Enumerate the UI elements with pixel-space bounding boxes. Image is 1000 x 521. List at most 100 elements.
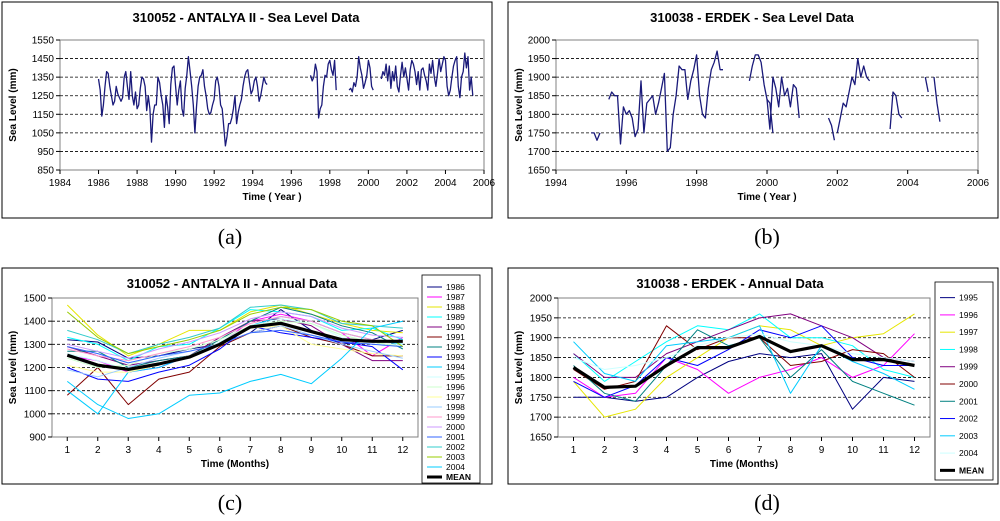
y-tick-label: 1800 <box>528 110 551 121</box>
y-tick-label: 1650 <box>530 433 553 444</box>
series-line <box>309 59 337 119</box>
x-tick-label: 11 <box>367 445 378 456</box>
series-line-2003 <box>573 325 915 394</box>
chart-title: 310052 - ANTALYA II - Sea Level Data <box>133 10 361 25</box>
x-tick-label: 1998 <box>319 178 342 189</box>
y-tick-label: 1950 <box>530 313 553 324</box>
legend-label: 1993 <box>446 352 465 362</box>
x-tick-label: 3 <box>125 445 131 456</box>
x-tick-label: 2004 <box>434 178 457 189</box>
panel-caption: (a) <box>218 224 242 249</box>
x-tick-label: 2004 <box>897 178 920 189</box>
x-tick-label: 9 <box>819 445 825 456</box>
legend-label: 1998 <box>959 344 978 354</box>
x-tick-label: 6 <box>726 445 732 456</box>
x-tick-label: 2006 <box>473 178 496 189</box>
legend-label: 1988 <box>446 302 465 312</box>
series-line-2001 <box>67 329 403 364</box>
x-tick-label: 2 <box>95 445 101 456</box>
x-tick-label: 1994 <box>242 178 265 189</box>
series-line-2004 <box>66 320 403 419</box>
legend-label: 1989 <box>446 312 465 322</box>
legend-label: 1996 <box>959 310 978 320</box>
legend-label: 1992 <box>446 342 465 352</box>
series-line <box>766 76 800 130</box>
legend-label: 1987 <box>446 292 465 302</box>
series-line <box>748 54 774 133</box>
series-line-2004 <box>573 333 915 370</box>
plot-area <box>557 297 931 438</box>
y-axis-label: Sea Level (mm) <box>8 68 19 141</box>
y-tick-label: 1550 <box>32 36 55 47</box>
chart-title: 310038 - ERDEK - Annual Data <box>636 276 824 291</box>
series-line-1999 <box>573 313 915 378</box>
x-tick-label: 6 <box>217 445 223 456</box>
y-tick-label: 1900 <box>530 333 553 344</box>
legend-label: 1999 <box>446 412 465 422</box>
y-tick-label: 2000 <box>528 36 551 47</box>
series-line-2000 <box>67 311 403 359</box>
legend-label: 1997 <box>446 392 465 402</box>
series-line-1989 <box>67 309 403 362</box>
x-axis-label: Time (Months) <box>710 459 778 470</box>
series-line-2000 <box>573 325 915 390</box>
series-line <box>836 57 871 134</box>
y-tick-label: 2000 <box>530 294 553 305</box>
y-tick-label: 1750 <box>528 128 551 139</box>
x-tick-label: 12 <box>397 445 409 456</box>
y-tick-label: 1200 <box>24 363 47 374</box>
legend-label: 2004 <box>446 462 465 472</box>
x-tick-label: 4 <box>156 445 162 456</box>
x-tick-label: 1990 <box>165 178 188 189</box>
x-tick-label: 2000 <box>357 178 380 189</box>
legend-label: 2001 <box>959 396 978 406</box>
y-tick-label: 1100 <box>24 386 46 397</box>
series-line <box>97 56 268 147</box>
x-tick-label: 4 <box>664 445 670 456</box>
series-line-mean <box>66 321 403 371</box>
y-tick-label: 1950 <box>528 54 551 65</box>
x-tick-label: 1 <box>64 445 70 456</box>
legend-label: MEAN <box>959 465 984 475</box>
series-line <box>608 50 723 153</box>
x-tick-label: 1 <box>571 445 577 456</box>
series-line-1990 <box>67 318 403 366</box>
y-axis-label: Sea Level (mm) <box>514 68 525 141</box>
y-tick-label: 1900 <box>528 73 551 84</box>
x-tick-label: 12 <box>909 445 921 456</box>
x-tick-label: 1996 <box>615 178 638 189</box>
chart-title: 310038 - ERDEK - Sea Level Data <box>650 10 855 25</box>
x-tick-label: 1994 <box>545 178 568 189</box>
y-tick-label: 1500 <box>24 294 47 305</box>
x-tick-label: 7 <box>757 445 763 456</box>
legend-label: 2002 <box>446 442 465 452</box>
x-tick-label: 9 <box>308 445 314 456</box>
x-tick-label: 5 <box>186 445 192 456</box>
x-tick-label: 1988 <box>126 178 149 189</box>
y-tick-label: 1450 <box>32 54 55 65</box>
y-tick-label: 1750 <box>530 393 553 404</box>
y-tick-label: 1850 <box>530 353 553 364</box>
y-tick-label: 1800 <box>530 373 553 384</box>
x-tick-label: 8 <box>278 445 284 456</box>
legend-label: 2000 <box>959 379 978 389</box>
legend-label: MEAN <box>446 472 471 482</box>
x-tick-label: 10 <box>847 445 859 456</box>
legend-label: 2000 <box>446 422 465 432</box>
y-tick-label: 1000 <box>24 409 47 420</box>
panel-caption: (d) <box>754 490 780 515</box>
y-tick-label: 850 <box>37 166 54 177</box>
x-tick-label: 2000 <box>756 178 779 189</box>
x-tick-label: 2 <box>602 445 608 456</box>
series-line-1995 <box>573 353 915 410</box>
chart-panel-a: 850 950 1050 1150 1250 1350 1450 1550 1984 1986 19… <box>1 1 496 249</box>
series-line-2003 <box>66 306 404 355</box>
series-line <box>591 132 601 141</box>
chart-title: 310052 - ANTALYA II - Annual Data <box>127 276 338 291</box>
y-tick-label: 1700 <box>528 147 551 158</box>
y-axis-label: Sea Level (mm) <box>514 331 525 404</box>
y-tick-label: 1150 <box>32 110 54 121</box>
